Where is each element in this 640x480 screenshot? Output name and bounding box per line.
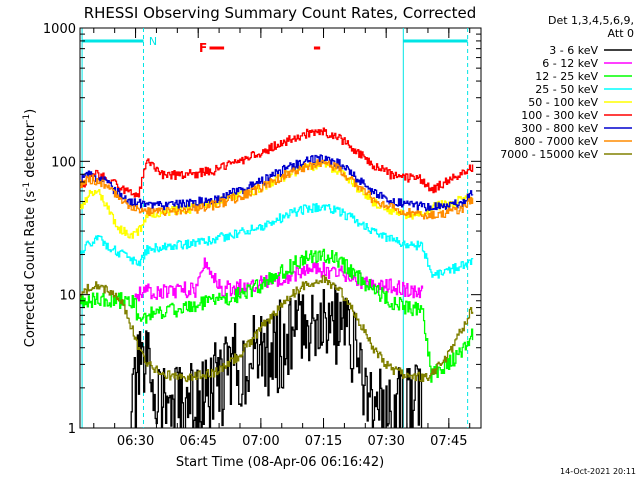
- legend-entry-label: 300 - 800 keV: [521, 122, 598, 135]
- legend-entry-label: 800 - 7000 keV: [514, 135, 598, 148]
- y-axis-label-end: ): [23, 109, 38, 114]
- y-axis-label-tail: detector: [23, 122, 38, 182]
- y-tick-label: 1000: [43, 22, 76, 37]
- legend-entry-label: 3 - 6 keV: [549, 44, 598, 57]
- series-line-5: [80, 127, 474, 198]
- legend-entry-label: 50 - 100 keV: [528, 96, 598, 109]
- x-tick-label: 07:00: [242, 434, 279, 449]
- series-line-0: [130, 284, 423, 428]
- series-line-7: [80, 159, 474, 220]
- attenuator-label: N: [149, 35, 157, 48]
- y-axis: 1 10 100 1000: [43, 22, 481, 437]
- y-axis-label-sup: -1: [22, 182, 32, 191]
- series-line-1: [134, 257, 424, 302]
- series-line-3: [80, 203, 474, 279]
- legend-header-line-1: Det 1,3,4,5,6,9,: [548, 14, 634, 27]
- y-tick-label: 10: [59, 289, 76, 304]
- x-axis-label: Start Time (08-Apr-06 06:16:42): [176, 455, 384, 470]
- x-axis: 06:30 06:45 07:00 07:15 07:30 07:45: [93, 28, 471, 449]
- x-tick-label: 07:15: [305, 434, 342, 449]
- x-tick-label: 06:45: [179, 434, 216, 449]
- x-tick-label: 07:45: [430, 434, 467, 449]
- y-axis-label-main: Corrected Count Rate (s: [23, 191, 38, 348]
- flare-flag-label: F: [199, 41, 207, 55]
- footer-timestamp: 14-Oct-2021 20:11: [560, 467, 636, 476]
- series-line-6: [80, 154, 474, 212]
- y-axis-label-tail-sup: -1: [22, 114, 32, 123]
- y-tick-label: 1: [68, 422, 76, 437]
- y-axis-label: Corrected Count Rate (s-1 detector-1): [22, 109, 38, 347]
- legend-entry-label: 100 - 300 keV: [521, 109, 598, 122]
- legend-entry-label: 7000 - 15000 keV: [500, 148, 598, 161]
- series-layer: [80, 127, 474, 428]
- plot-frame: [79, 27, 482, 429]
- series-line-8: [80, 275, 474, 383]
- legend-entry-label: 6 - 12 keV: [542, 57, 598, 70]
- legend-entry-label: 12 - 25 keV: [535, 70, 598, 83]
- chart-title: RHESSI Observing Summary Count Rates, Co…: [84, 4, 477, 22]
- x-tick-label: 07:30: [367, 434, 404, 449]
- marker-layer: [81, 28, 469, 428]
- x-tick-label: 06:30: [117, 434, 154, 449]
- series-line-2: [80, 248, 474, 383]
- legend-entry-label: 25 - 50 keV: [535, 83, 598, 96]
- y-tick-label: 100: [51, 155, 76, 170]
- legend-header-line-2: Att 0: [608, 27, 634, 40]
